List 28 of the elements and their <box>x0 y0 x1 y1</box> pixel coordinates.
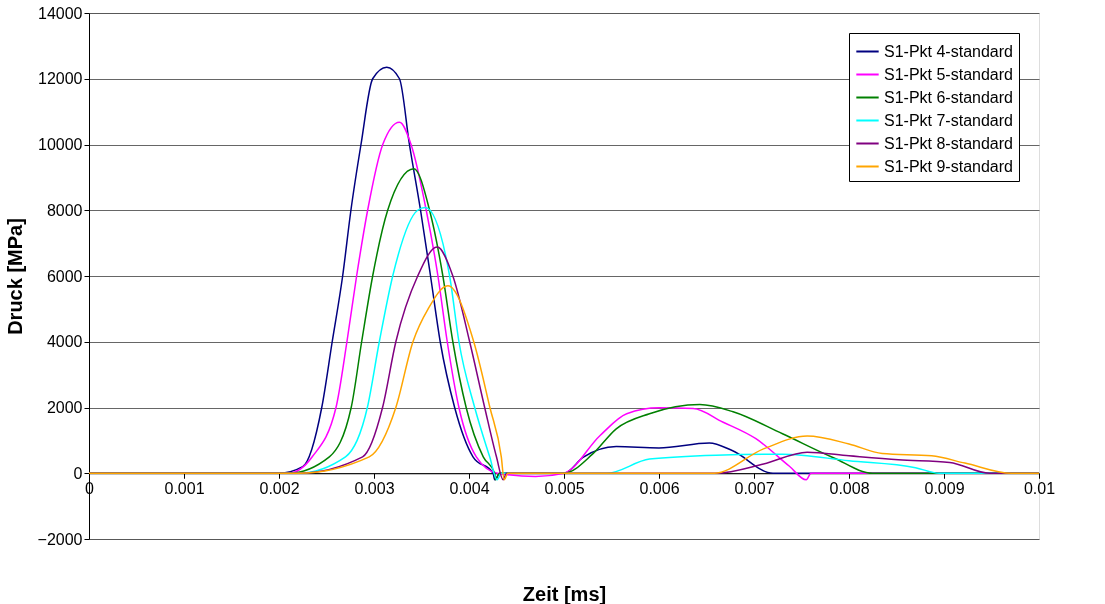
x-tick-label: 0.005 <box>544 479 585 497</box>
legend-label: S1-Pkt 9-standard <box>884 157 1013 175</box>
y-tick-label: 0 <box>73 464 83 482</box>
x-tick-label: 0.001 <box>164 479 205 497</box>
x-tick-label: 0.006 <box>639 479 680 497</box>
x-tick-label: 0.01 <box>1023 479 1056 497</box>
y-tick-label: 2000 <box>46 399 83 416</box>
x-tick-label: 0.004 <box>449 479 490 497</box>
legend-label: S1-Pkt 6-standard <box>884 88 1013 106</box>
legend-label: S1-Pkt 4-standard <box>884 42 1013 60</box>
y-tick-label: 4000 <box>46 333 83 351</box>
x-tick-label: 0.009 <box>924 479 965 497</box>
x-tick-label: 0.008 <box>829 479 870 497</box>
y-tick-label: 10000 <box>38 136 83 153</box>
y-tick-label: −2000 <box>37 530 83 548</box>
legend-label: S1-Pkt 8-standard <box>884 134 1013 152</box>
y-tick-label: 14000 <box>38 4 83 22</box>
legend-label: S1-Pkt 5-standard <box>884 65 1013 83</box>
y-axis-title: Druck [MPa] <box>3 218 26 335</box>
x-tick-label: 0.003 <box>354 479 395 497</box>
y-tick-label: 6000 <box>46 267 83 285</box>
x-tick-label: 0.007 <box>734 479 775 497</box>
legend-label: S1-Pkt 7-standard <box>884 111 1013 129</box>
y-tick-label: 8000 <box>46 201 83 219</box>
x-tick-label: 0.002 <box>259 479 300 497</box>
x-axis-title: Zeit [ms] <box>522 582 607 604</box>
y-tick-label: 12000 <box>38 70 83 88</box>
line-series <box>88 285 1040 481</box>
